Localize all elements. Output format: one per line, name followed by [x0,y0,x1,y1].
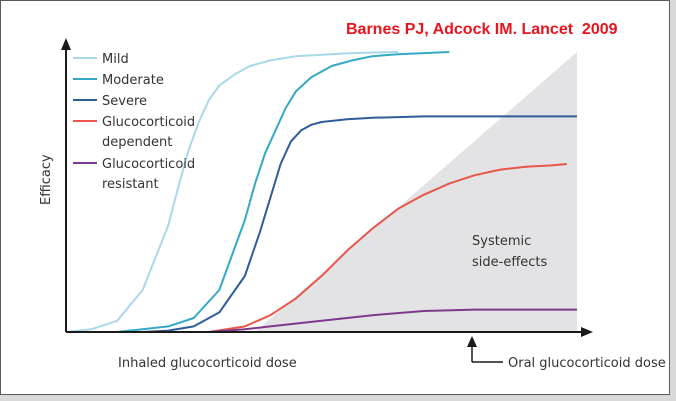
oral-dose-indicator-arrow [467,336,477,347]
x-axis-arrow [581,327,593,337]
legend: Mild Moderate Severe Glucocorticoid depe… [73,52,199,192]
legend-label-dependent: Glucocorticoid dependent [102,115,199,150]
series-line-severe [142,115,577,333]
series-line-glucocorticoid-resistant [209,308,577,333]
legend-label-dependent-line1: Glucocorticoid [102,115,195,130]
series-line-mild [65,51,399,333]
region-label-line2: side-effects [472,255,548,270]
citation-text: Barnes PJ, Adcock IM. Lancet 2009 [346,21,618,38]
legend-label-severe: Severe [102,94,147,109]
y-axis-arrow [61,38,71,50]
legend-label-mild: Mild [102,52,129,67]
legend-label-resistant-line1: Glucocorticoid [102,157,195,172]
legend-label-resistant-line2: resistant [102,177,159,192]
series-layer [65,51,577,333]
legend-label-resistant: Glucocorticoid resistant [102,157,199,192]
legend-label-dependent-line2: dependent [102,135,172,150]
series-line-glucocorticoid-dependent [208,163,567,333]
secondary-x-axis-label: Oral glucocorticoid dose [508,356,666,371]
region-label-line1: Systemic [472,234,531,249]
side-effects-region [255,52,577,332]
legend-label-moderate: Moderate [102,73,164,88]
x-axis-label: Inhaled glucocorticoid dose [118,356,297,371]
y-axis-label: Efficacy [39,154,54,205]
series-line-moderate [116,51,450,333]
